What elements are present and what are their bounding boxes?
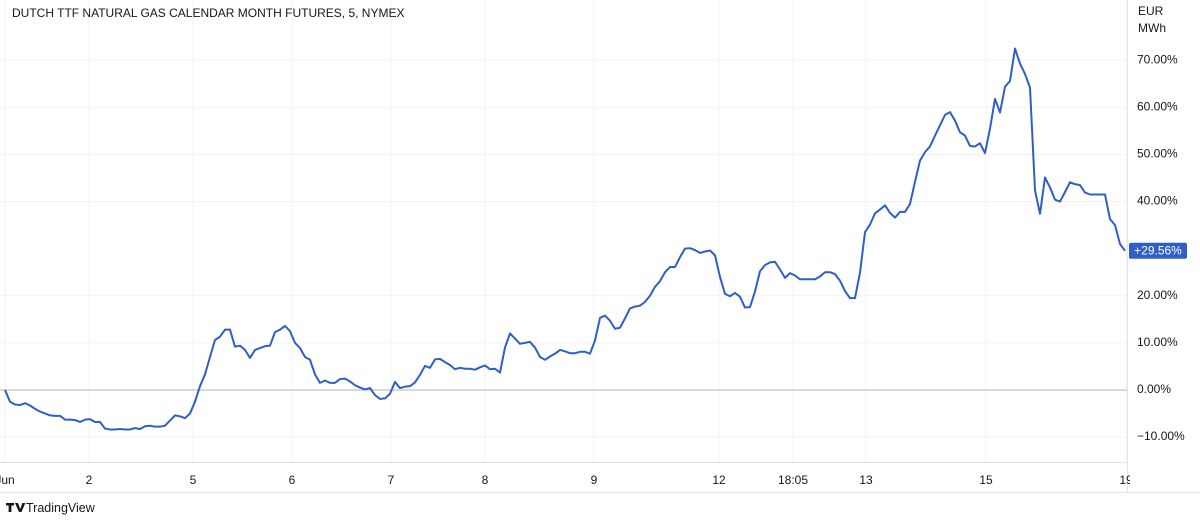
x-tick-label: Jun (0, 473, 15, 487)
y-tick-label: 50.00% (1137, 147, 1178, 161)
y-tick-label: 10.00% (1137, 335, 1178, 349)
y-tick-label: −10.00% (1137, 429, 1185, 443)
unit-label: MWh (1138, 21, 1166, 35)
y-tick-label: 70.00% (1137, 52, 1178, 66)
line-series (4, 47, 1126, 431)
branding: TradingView (5, 501, 96, 515)
x-tick-label: 15 (979, 473, 993, 487)
y-tick-label: 40.00% (1137, 194, 1178, 208)
brand-name: TradingView (26, 501, 96, 515)
x-tick-label: 13 (859, 473, 873, 487)
x-tick-label: 5 (190, 473, 197, 487)
x-tick-label: 8 (482, 473, 489, 487)
grid (0, 0, 1127, 462)
x-tick-label: 6 (289, 473, 296, 487)
y-axis-labels: 70.00% 60.00% 50.00% 40.00% 20.00% 10.00% 0.00… (1137, 52, 1185, 443)
x-tick-label: 9 (591, 473, 598, 487)
y-tick-label: 0.00% (1137, 382, 1171, 396)
unit-label: EUR (1138, 4, 1164, 18)
x-tick-label: 12 (712, 473, 726, 487)
x-tick-label: 7 (388, 473, 395, 487)
y-tick-label: 60.00% (1137, 100, 1178, 114)
x-tick-label: 18:05 (778, 473, 808, 487)
plot-area (4, 47, 1126, 431)
logo (5, 503, 26, 512)
y-tick-label: 20.00% (1137, 288, 1178, 302)
last-value-badge (1129, 242, 1187, 259)
x-axis-labels: Jun 2 5 6 7 8 9 12 18:05 13 15 19 (0, 473, 1133, 487)
x-tick-label: 2 (86, 473, 93, 487)
last-value-label: +29.56% (1134, 243, 1182, 257)
chart-title: DUTCH TTF NATURAL GAS CALENDAR MONTH FUT… (12, 6, 404, 20)
x-tick-label: 19 (1119, 473, 1133, 487)
